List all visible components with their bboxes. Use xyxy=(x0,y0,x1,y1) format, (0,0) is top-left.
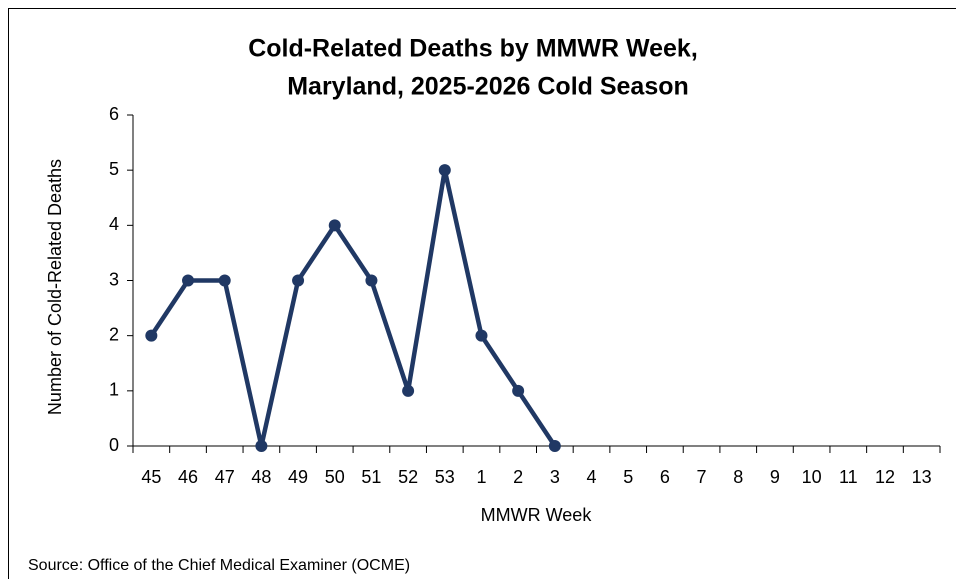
y-tick-label: 3 xyxy=(109,269,119,289)
x-tick-label: 49 xyxy=(288,467,308,487)
data-point xyxy=(365,274,378,287)
x-tick-label: 7 xyxy=(697,467,707,487)
y-axis-label: Number of Cold-Related Deaths xyxy=(45,159,65,415)
x-tick-label: 46 xyxy=(178,467,198,487)
x-tick-label: 8 xyxy=(733,467,743,487)
x-tick-label: 6 xyxy=(660,467,670,487)
x-tick-label: 51 xyxy=(361,467,381,487)
x-tick-label: 47 xyxy=(215,467,235,487)
series-line xyxy=(149,167,557,449)
x-tick-label: 13 xyxy=(912,467,932,487)
y-tick-label: 2 xyxy=(109,324,119,344)
data-point xyxy=(475,329,488,342)
x-tick-label: 11 xyxy=(839,467,858,487)
x-tick-label: 45 xyxy=(141,467,161,487)
x-tick-label: 4 xyxy=(587,467,597,487)
x-tick-label: 12 xyxy=(875,467,895,487)
x-tick-label: 5 xyxy=(623,467,633,487)
y-tick-label: 1 xyxy=(109,380,119,400)
x-tick-label: 2 xyxy=(513,467,523,487)
y-tick-label: 4 xyxy=(109,214,119,234)
chart-title: Cold-Related Deaths by MMWR Week, xyxy=(248,35,698,63)
x-tick-label: 10 xyxy=(802,467,822,487)
data-point xyxy=(218,274,231,287)
x-axis-label: MMWR Week xyxy=(481,505,593,525)
y-tick-label: 5 xyxy=(109,159,119,179)
data-point xyxy=(402,384,415,397)
data-point xyxy=(438,164,451,177)
source-note: Source: Office of the Chief Medical Exam… xyxy=(28,557,410,574)
x-tick-label: 53 xyxy=(435,467,455,487)
chart-title: Maryland, 2025-2026 Cold Season xyxy=(287,73,689,101)
data-point xyxy=(182,274,195,287)
x-tick-label: 48 xyxy=(251,467,271,487)
x-tick-label: 1 xyxy=(476,467,486,487)
y-tick-label: 0 xyxy=(109,435,119,455)
data-point xyxy=(328,219,341,232)
data-point xyxy=(292,274,305,287)
data-point xyxy=(255,440,268,452)
x-tick-label: 9 xyxy=(770,467,780,487)
data-point xyxy=(145,329,158,342)
data-point xyxy=(512,384,525,397)
frame xyxy=(8,8,956,579)
y-tick-label: 6 xyxy=(109,104,119,124)
x-tick-label: 3 xyxy=(550,467,560,487)
x-tick-label: 50 xyxy=(325,467,345,487)
data-point xyxy=(548,440,561,452)
x-tick-label: 52 xyxy=(398,467,418,487)
